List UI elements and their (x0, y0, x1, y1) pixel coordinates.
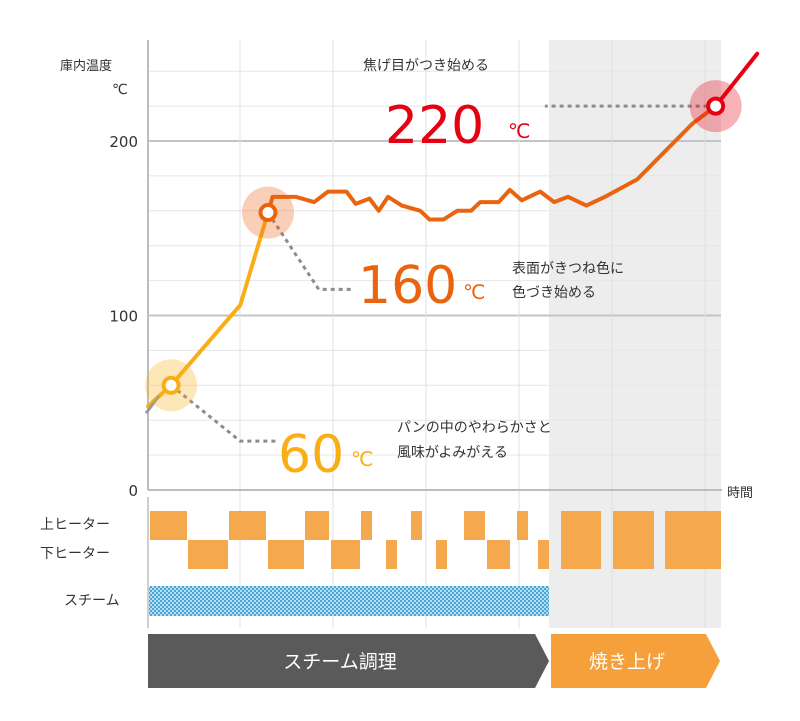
upper-heater-blocks (150, 511, 528, 540)
phase-arrow-baking (551, 634, 720, 688)
annotation-60-note-1: パンの中のやわらかさと (397, 420, 552, 436)
upper-heater-block (361, 511, 372, 540)
annotation-160-note-1: 表面がきつね色に (512, 260, 624, 277)
annotation-60-value: 60 (278, 425, 344, 485)
lower-heater-block (268, 540, 304, 569)
annotation-60-unit: ℃ (351, 447, 373, 471)
annotation-leaders (170, 104, 716, 443)
y-tick-labels: 0 100 200 (109, 133, 138, 500)
y-tick-label: 200 (109, 133, 138, 151)
lower-heater-block (436, 540, 447, 569)
annotation-220-unit: ℃ (508, 119, 530, 143)
upper-heater-label: 上ヒーター (40, 517, 110, 533)
temperature-series (144, 51, 760, 415)
marker-point (161, 375, 181, 395)
series-line-1 (146, 210, 270, 409)
y-axis-label: 庫内温度 (60, 58, 112, 74)
annotation-160-value: 160 (358, 256, 457, 316)
lower-heater-block (487, 540, 510, 569)
series-start-segment (144, 394, 161, 415)
annotation-160-note-2: 色づき始める (512, 284, 596, 301)
y-axis-unit: ℃ (112, 82, 128, 98)
steam-bar (149, 586, 549, 616)
y-tick-label: 0 (128, 482, 138, 500)
lower-heater-label: 下ヒーター (40, 546, 110, 562)
annotation-220-value: 220 (385, 96, 484, 156)
leader-line (170, 384, 278, 443)
lower-heater-block (386, 540, 397, 569)
annotation-220: 焦げ目がつき始める 220 ℃ (363, 58, 530, 156)
marker-point (258, 203, 278, 223)
annotation-220-note-1: 焦げ目がつき始める (363, 58, 489, 74)
upper-heater-block (517, 511, 528, 540)
series-line-2 (265, 104, 718, 222)
x-axis-label: 時間 (727, 486, 753, 501)
upper-heater-block (464, 511, 485, 540)
annotation-60-note-2: 風味がよみがえる (397, 445, 508, 461)
steam-label: スチーム (64, 593, 120, 609)
marker-point (706, 96, 726, 116)
bake-heater-blocks (561, 511, 721, 569)
lower-heater-block (538, 540, 549, 569)
series-line-3 (713, 51, 760, 109)
annotation-markers (145, 80, 742, 412)
phase-label-steam-cooking: スチーム調理 (283, 651, 396, 673)
upper-heater-block (411, 511, 422, 540)
lower-heater-block (331, 540, 360, 569)
phase-label-baking: 焼き上げ (589, 651, 665, 673)
annotation-60: 60 ℃ パンの中のやわらかさと 風味がよみがえる (278, 420, 552, 485)
phase-arrow-steam-cooking (148, 634, 549, 688)
bake-heater-block (561, 511, 601, 569)
gridlines (149, 40, 721, 628)
upper-heater-block (305, 511, 329, 540)
annotation-160: 160 ℃ 表面がきつね色に 色づき始める (358, 256, 624, 316)
upper-heater-block (229, 511, 266, 540)
leader-line (266, 211, 352, 291)
bake-heater-block (665, 511, 721, 569)
annotation-160-unit: ℃ (463, 280, 485, 304)
upper-heater-block (150, 511, 187, 540)
lower-heater-blocks (188, 540, 549, 569)
lower-heater-block (188, 540, 228, 569)
y-tick-label: 100 (109, 308, 138, 326)
bake-heater-block (613, 511, 654, 569)
